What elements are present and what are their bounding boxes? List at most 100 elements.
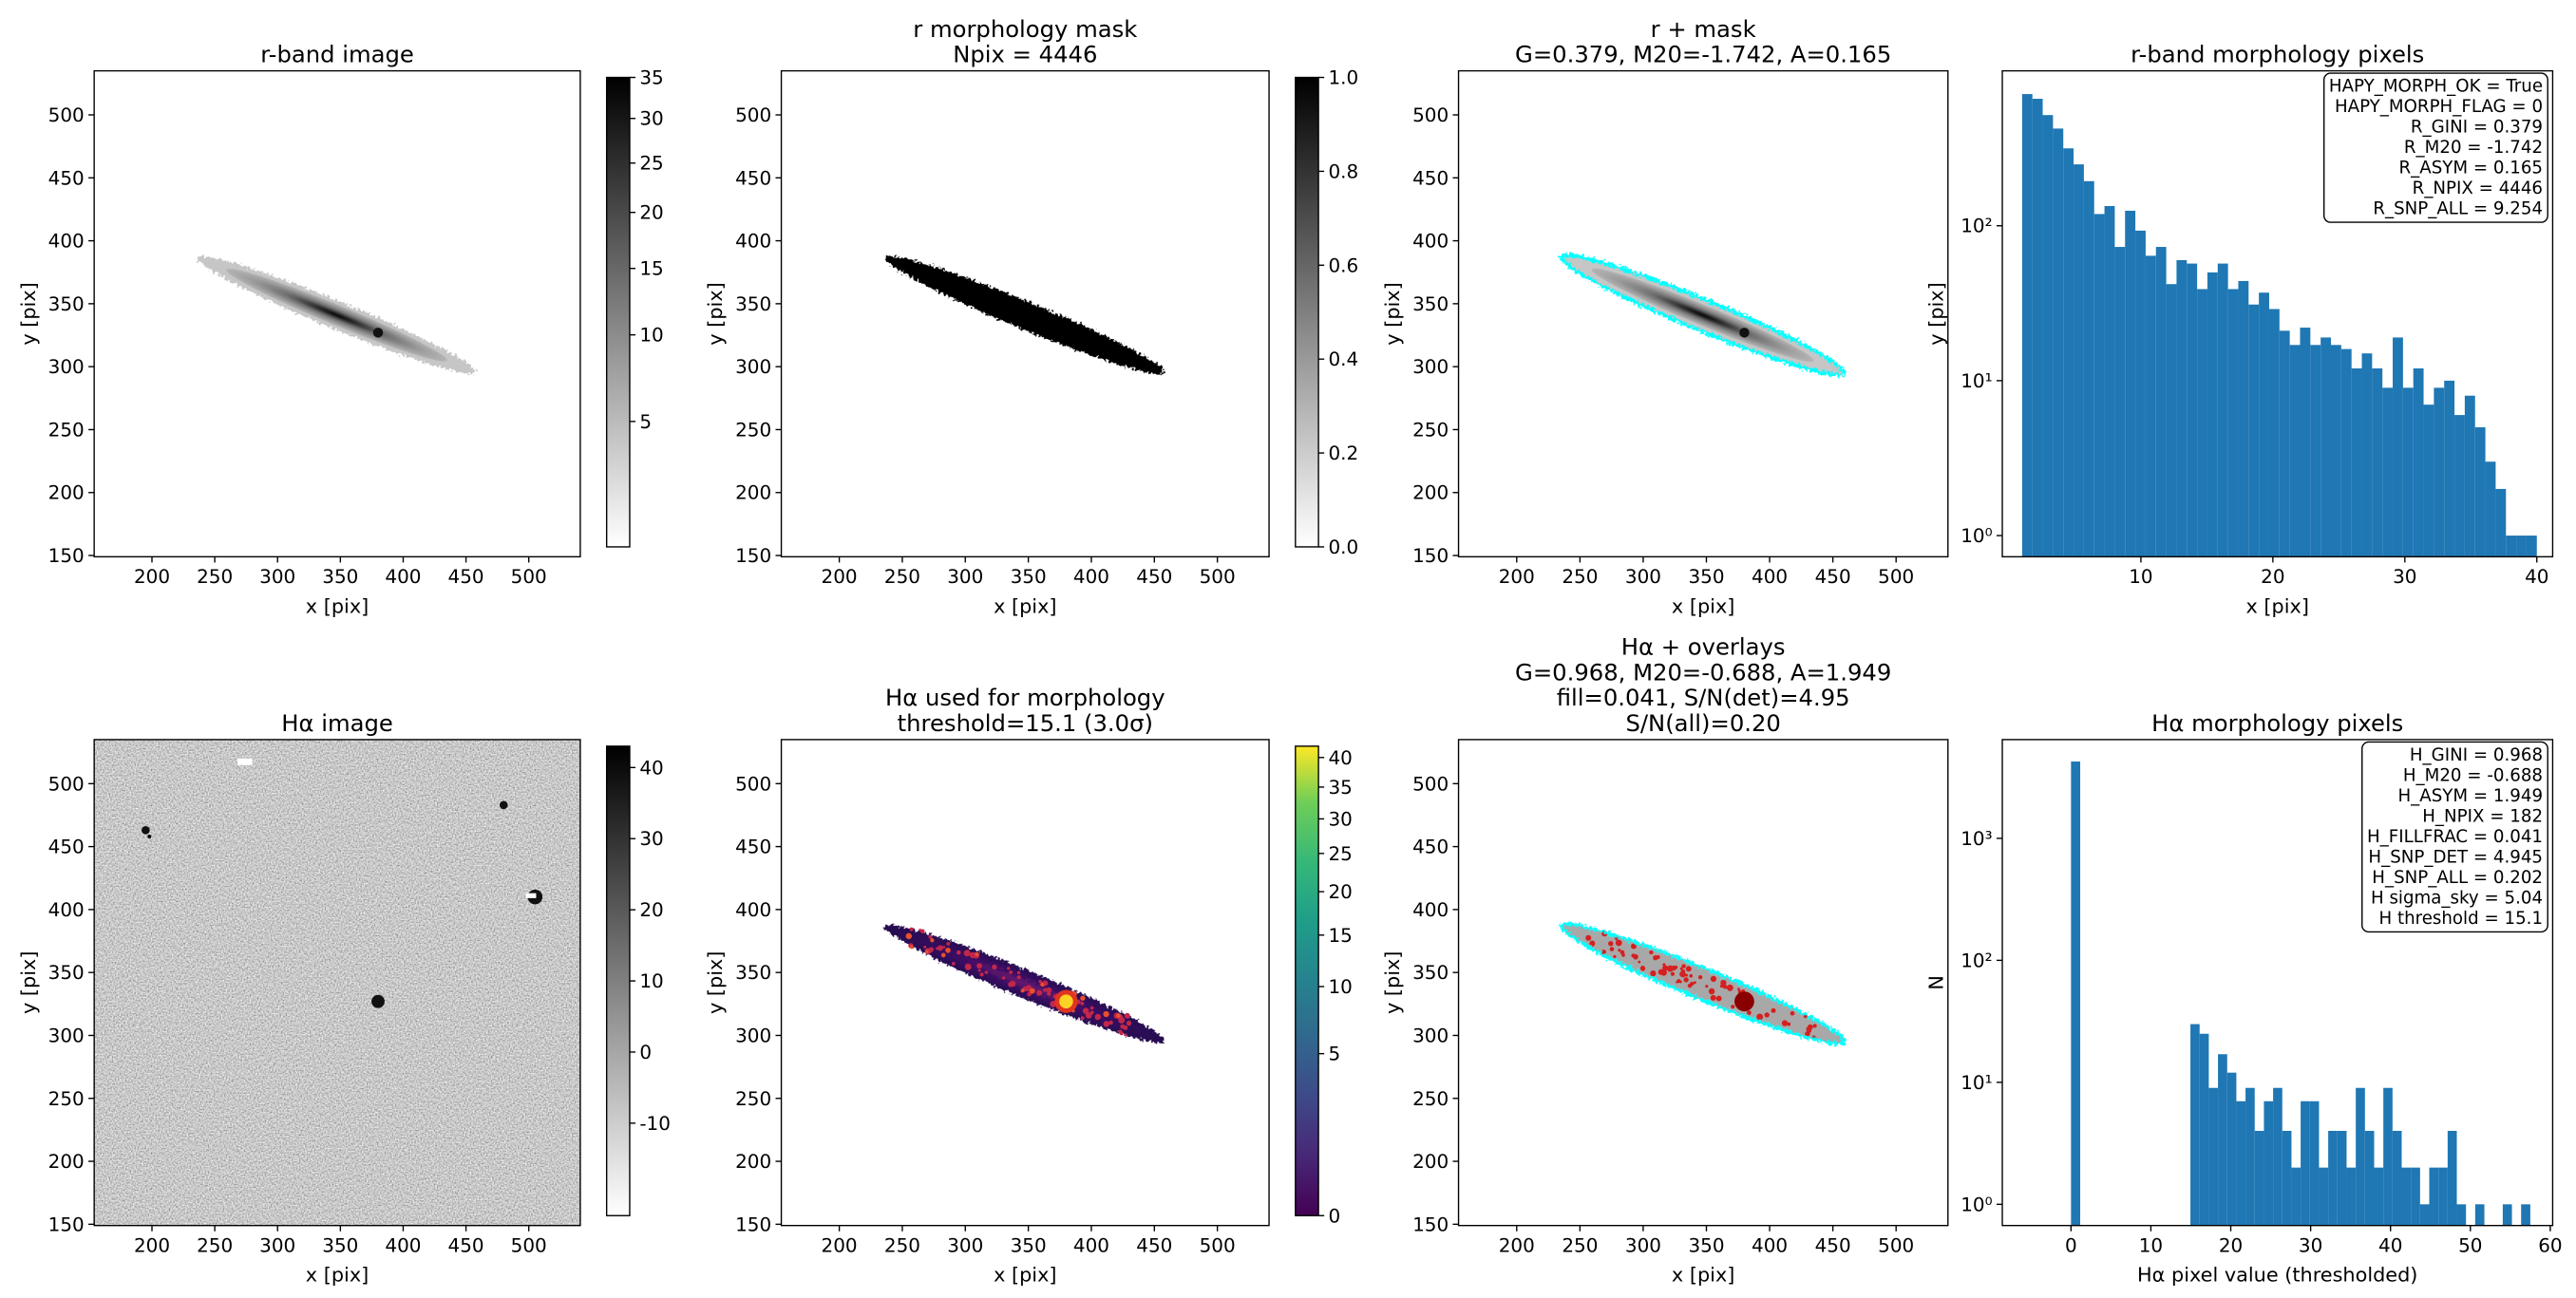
bar bbox=[2300, 328, 2311, 557]
emission-spot bbox=[1631, 953, 1636, 958]
emission-spot bbox=[1771, 1007, 1776, 1013]
emission-spot bbox=[945, 948, 951, 953]
galaxy-body bbox=[884, 924, 1165, 1044]
x-tick-label: 500 bbox=[1878, 1233, 1914, 1256]
emission-spot bbox=[930, 938, 935, 943]
bar bbox=[2053, 128, 2064, 557]
bar bbox=[2166, 284, 2177, 557]
x-axis-label: x [pix] bbox=[306, 594, 369, 617]
bar bbox=[2444, 380, 2455, 557]
emission-spot bbox=[1080, 1001, 1085, 1006]
bar bbox=[2383, 1087, 2393, 1226]
bar bbox=[2516, 536, 2527, 557]
x-tick-label: 200 bbox=[822, 1233, 858, 1256]
x-tick-label: 350 bbox=[322, 1233, 358, 1256]
bar bbox=[2074, 164, 2084, 557]
emission-spot bbox=[1710, 975, 1717, 983]
annotation-frame bbox=[2322, 72, 2548, 223]
y-axis-label: N bbox=[1925, 975, 1948, 990]
y-tick-label: 150 bbox=[1412, 1213, 1449, 1235]
y-tick-label: 450 bbox=[735, 836, 771, 858]
panel-title: Hα used for morphology bbox=[885, 684, 1165, 711]
y-axis-label: y [pix] bbox=[17, 282, 40, 345]
colorbar-tick-label: 1.0 bbox=[1329, 66, 1359, 89]
emission-spot bbox=[1639, 966, 1646, 971]
bar bbox=[2495, 488, 2507, 557]
x-axis-label: x [pix] bbox=[994, 1264, 1056, 1287]
bar bbox=[2254, 1130, 2264, 1226]
bar bbox=[2291, 1167, 2301, 1226]
axes-frame bbox=[2001, 69, 2554, 558]
source-blob bbox=[371, 994, 385, 1008]
emission-spot bbox=[1722, 984, 1728, 989]
x-tick-label: 500 bbox=[511, 1233, 547, 1256]
emission-spot bbox=[1715, 995, 1722, 1002]
y-tick-label: 150 bbox=[735, 1213, 771, 1235]
bar bbox=[2226, 1072, 2237, 1226]
panel-title: Hα image bbox=[281, 709, 393, 737]
x-tick-label: 200 bbox=[134, 1233, 170, 1256]
bright-core bbox=[1059, 994, 1073, 1008]
colorbar-tick-label: 5 bbox=[1329, 1043, 1341, 1065]
bar bbox=[2199, 1033, 2209, 1226]
bar bbox=[2259, 292, 2269, 557]
emission-spot bbox=[1681, 964, 1686, 969]
bar bbox=[2485, 461, 2496, 557]
x-tick-label: 400 bbox=[1073, 1233, 1109, 1256]
bar bbox=[2301, 1100, 2310, 1226]
x-tick-label: 450 bbox=[448, 1233, 484, 1256]
emission-spot bbox=[1585, 934, 1592, 941]
emission-spot bbox=[977, 969, 981, 972]
emission-spot bbox=[1118, 1029, 1123, 1034]
y-tick-label: 500 bbox=[48, 772, 85, 795]
x-tick-label: 250 bbox=[884, 565, 920, 588]
emission-spot bbox=[1094, 1013, 1102, 1021]
x-tick-label: 300 bbox=[1625, 1233, 1661, 1256]
bar bbox=[2176, 259, 2188, 557]
bar bbox=[2114, 247, 2126, 557]
axes-frame bbox=[780, 739, 1270, 1227]
colorbar-tick-label: 25 bbox=[1329, 842, 1353, 865]
bar bbox=[2310, 345, 2321, 557]
bar bbox=[2320, 337, 2332, 557]
emission-spot bbox=[1089, 1006, 1094, 1010]
bar bbox=[2328, 1130, 2338, 1226]
emission-spot bbox=[1613, 954, 1617, 959]
emission-spot bbox=[1126, 1020, 1132, 1026]
emission-spot bbox=[1805, 1030, 1810, 1037]
x-tick-label: 350 bbox=[322, 565, 358, 588]
bar bbox=[2093, 214, 2105, 557]
bar bbox=[2374, 1167, 2384, 1226]
colorbar-tick-label: 20 bbox=[639, 898, 663, 921]
y-tick-label: 400 bbox=[735, 230, 771, 253]
colorbar-tick-label: 30 bbox=[639, 827, 663, 850]
y-tick-label: 350 bbox=[48, 961, 85, 984]
bars bbox=[2021, 94, 2537, 557]
bar bbox=[2413, 367, 2424, 557]
bar bbox=[2104, 206, 2115, 557]
x-tick-label: 200 bbox=[134, 565, 170, 588]
y-tick-label: 450 bbox=[48, 836, 85, 858]
emission-spot bbox=[1790, 1010, 1795, 1016]
colorbar-tick-label: 40 bbox=[1329, 746, 1353, 769]
x-tick-label: 40 bbox=[2525, 565, 2548, 588]
panel-title: Npix = 4446 bbox=[953, 41, 1097, 68]
y-tick-label: 150 bbox=[1412, 544, 1449, 567]
colorbar bbox=[605, 745, 631, 1216]
x-axis-label: Hα pixel value (thresholded) bbox=[2137, 1264, 2417, 1287]
annotation-line: HAPY_MORPH_FLAG = 0 bbox=[2335, 97, 2543, 117]
galaxy-body bbox=[1591, 268, 1814, 362]
emission-spot bbox=[975, 951, 979, 957]
bar bbox=[2289, 345, 2301, 557]
emission-spot bbox=[1807, 1024, 1813, 1030]
emission-spot bbox=[1679, 967, 1683, 970]
bar bbox=[2361, 353, 2373, 557]
emission-spot bbox=[1764, 1012, 1770, 1018]
emission-spot bbox=[1027, 985, 1031, 989]
emission-spot bbox=[940, 952, 946, 958]
emission-spot bbox=[1662, 963, 1666, 967]
emission-spot bbox=[909, 945, 914, 950]
annotation-line: H sigma_sky = 5.04 bbox=[2371, 888, 2543, 908]
emission-spot bbox=[1108, 1020, 1113, 1025]
